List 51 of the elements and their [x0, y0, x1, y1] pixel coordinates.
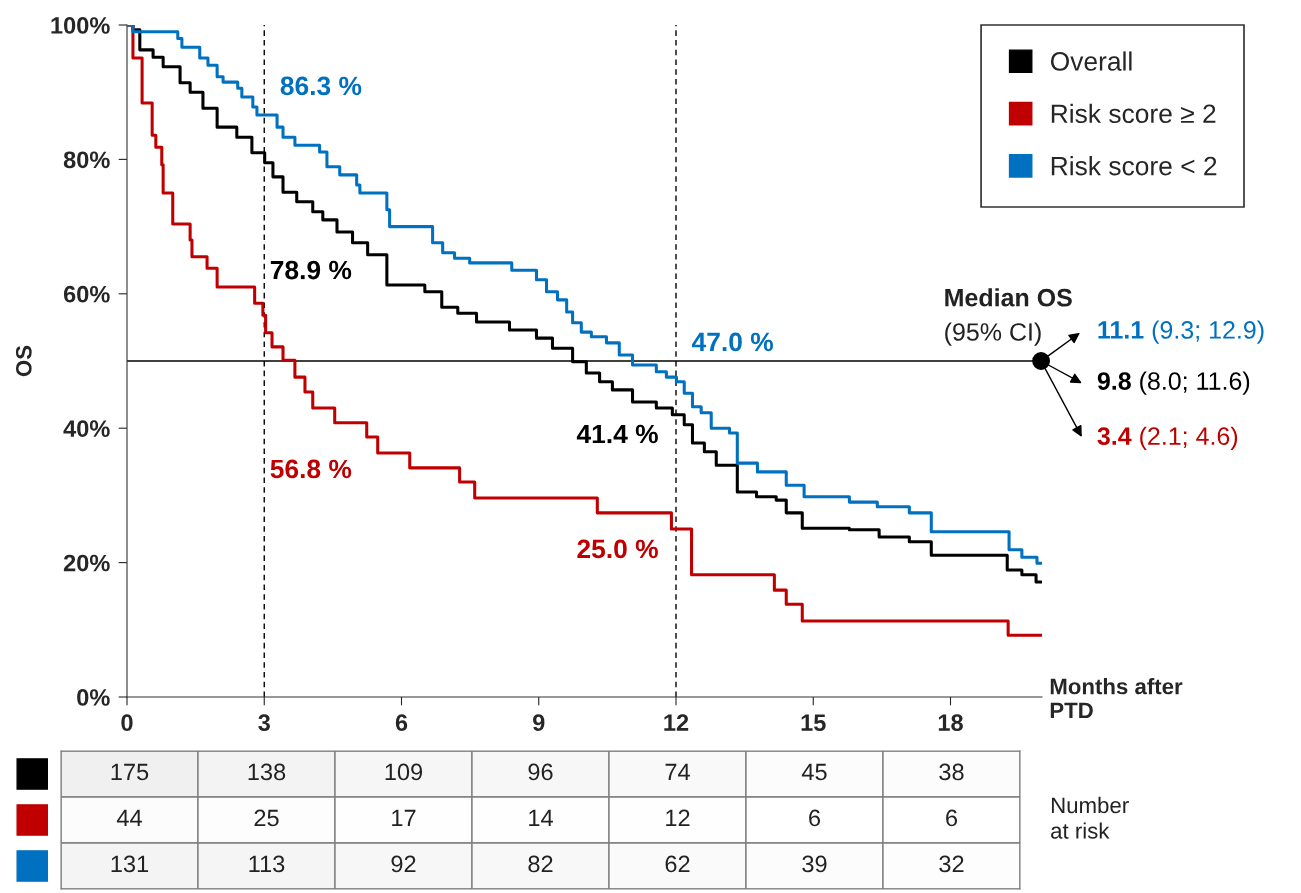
annotation: 47.0 %	[691, 332, 774, 352]
x-tick-label: 12	[664, 714, 689, 731]
legend-label: Risk score ≥ 2	[1051, 103, 1216, 124]
data-label: 44	[116, 809, 142, 827]
data-label: 38	[939, 763, 964, 781]
y-tick-label: 100%	[51, 17, 110, 34]
data-label: 17	[392, 809, 416, 827]
legend-label: Risk score < 2	[1051, 156, 1217, 176]
data-label: 6	[946, 809, 958, 827]
data-label: 6	[809, 809, 821, 827]
x-tick-label: 0	[121, 714, 133, 732]
y-tick-label: 40%	[63, 420, 110, 437]
text: 3.4 (2.1; 4.6)	[1097, 426, 1238, 450]
data-label: 74	[665, 763, 690, 781]
data-label: 96	[528, 763, 553, 781]
y2-axis-title: Number at risk	[1051, 796, 1129, 839]
annotation: 78.9 %	[270, 260, 352, 280]
annotation: 41.4 %	[576, 424, 658, 444]
x-tick-label: 18	[938, 714, 963, 732]
annotation: Median OS	[945, 288, 1072, 307]
data-label: 92	[391, 855, 416, 873]
data-label: 109	[385, 763, 423, 781]
data-label: 14	[529, 809, 553, 827]
y-tick-label: 60%	[63, 285, 110, 303]
data-label: 175	[111, 763, 149, 781]
annotation: 86.3 %	[280, 76, 362, 96]
data-label: 25	[254, 809, 279, 827]
data-label: 131	[111, 855, 149, 873]
x-axis-title: Months after PTD	[1050, 678, 1183, 719]
annotation: 25.0 %	[577, 539, 658, 559]
y-tick-label: 20%	[63, 554, 110, 572]
legend-label: Overall	[1050, 51, 1132, 71]
x-tick-label: 9	[533, 714, 545, 732]
y-tick-label: 80%	[63, 151, 110, 169]
text: 11.1 (9.3; 12.9)	[1098, 320, 1264, 344]
data-label: 62	[665, 855, 690, 873]
y-axis-title: OS	[15, 345, 32, 377]
data-label: 32	[939, 855, 964, 873]
y-tick-label: 0%	[77, 689, 110, 706]
data-label: 82	[528, 855, 553, 873]
annotation: 56.8 %	[270, 459, 352, 479]
x-tick-label: 6	[395, 714, 408, 732]
data-label: 45	[801, 763, 827, 781]
data-label: 113	[249, 855, 285, 873]
text: 9.8 (8.0; 11.6)	[1097, 371, 1250, 395]
annotation: (95% CI)	[945, 322, 1041, 346]
data-label: 138	[248, 763, 286, 781]
data-label: 39	[802, 855, 827, 873]
x-tick-label: 15	[801, 714, 826, 732]
data-label: 12	[666, 809, 690, 827]
x-tick-label: 3	[258, 714, 270, 732]
